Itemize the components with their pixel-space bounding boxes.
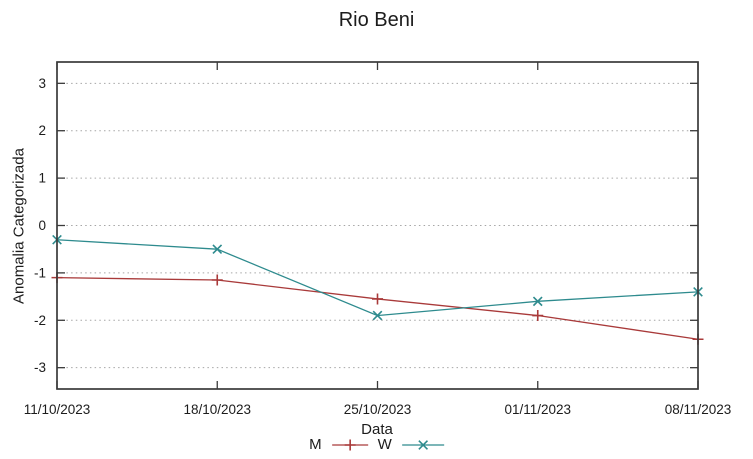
series-W-point-2-marker: [372, 310, 383, 321]
y-tick-label-3: 3: [38, 76, 46, 91]
legend-label-w: W: [377, 436, 392, 453]
legend-line-sample-w: [401, 439, 444, 450]
legend-sample-marker-M: [344, 439, 356, 450]
series-M-point-2-marker: [372, 293, 383, 305]
legend-line-sample-m: [331, 439, 368, 450]
y-tick-label-1: 1: [38, 171, 46, 186]
legend-sample-marker-W: [417, 439, 428, 450]
legend: M W: [309, 436, 445, 453]
series-M-point-3-marker: [532, 310, 544, 322]
x-tick-label-2: 25/10/2023: [344, 402, 412, 417]
x-tick-label-4: 08/11/2023: [665, 402, 732, 417]
series-M-point-1-marker: [211, 274, 223, 286]
y-tick-label-0: 0: [38, 218, 46, 233]
y-tick-label--3: -3: [34, 360, 46, 375]
y-axis-label: Anomalia Categorizada: [10, 148, 28, 304]
series-W-point-1-marker: [212, 244, 223, 255]
y-tick-label--2: -2: [34, 313, 46, 328]
x-axis-label: Data: [361, 421, 393, 438]
x-tick-label-3: 01/11/2023: [504, 402, 571, 417]
series-M-line: [56, 276, 699, 340]
y-tick-label-2: 2: [38, 123, 46, 138]
x-tick-label-0: 11/10/2023: [24, 402, 91, 417]
legend-label-m: M: [309, 436, 322, 453]
chart-title: Rio Beni: [338, 9, 415, 31]
series-W-point-3-marker: [532, 296, 543, 307]
y-tick-label--1: -1: [34, 265, 46, 280]
x-tick-label-1: 18/10/2023: [183, 402, 251, 417]
